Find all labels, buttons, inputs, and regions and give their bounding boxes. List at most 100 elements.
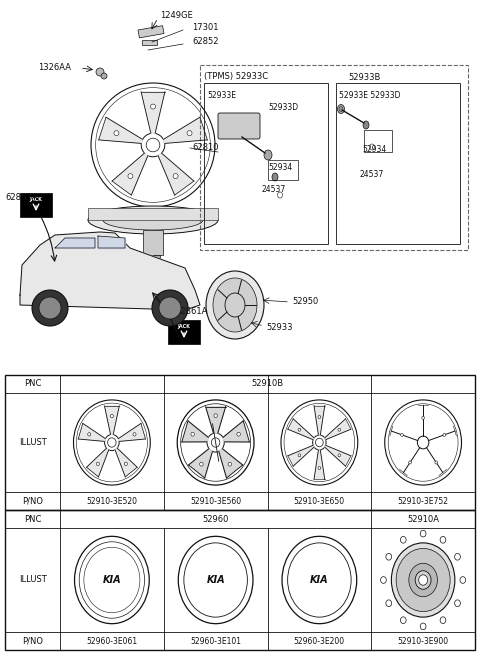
Ellipse shape bbox=[363, 121, 369, 129]
Polygon shape bbox=[219, 449, 243, 478]
Ellipse shape bbox=[103, 210, 203, 230]
Text: 52910-3E520: 52910-3E520 bbox=[86, 497, 137, 506]
Text: PNC: PNC bbox=[24, 380, 41, 388]
Ellipse shape bbox=[200, 462, 203, 466]
Ellipse shape bbox=[460, 577, 466, 583]
Text: 52910-3E752: 52910-3E752 bbox=[397, 497, 449, 506]
Ellipse shape bbox=[338, 428, 341, 431]
Text: 52960-3E101: 52960-3E101 bbox=[190, 636, 241, 646]
Bar bbox=[336, 83, 460, 244]
Polygon shape bbox=[118, 423, 145, 441]
Text: 1249GE: 1249GE bbox=[160, 12, 193, 20]
Polygon shape bbox=[314, 450, 325, 480]
Ellipse shape bbox=[96, 462, 99, 466]
Ellipse shape bbox=[318, 466, 321, 470]
Ellipse shape bbox=[264, 150, 272, 160]
Text: KIA: KIA bbox=[103, 575, 121, 585]
Text: 62852: 62852 bbox=[192, 37, 218, 47]
Text: KIA: KIA bbox=[206, 575, 225, 585]
Bar bbox=[20, 193, 52, 217]
Bar bbox=[204, 83, 328, 244]
Text: 52933E 52933D: 52933E 52933D bbox=[339, 91, 400, 100]
Text: PNC: PNC bbox=[24, 514, 41, 523]
Bar bbox=[142, 40, 157, 45]
Text: 24537: 24537 bbox=[262, 185, 286, 194]
Polygon shape bbox=[78, 423, 106, 441]
Ellipse shape bbox=[114, 131, 119, 136]
Ellipse shape bbox=[401, 434, 403, 436]
Bar bbox=[5, 375, 475, 510]
Ellipse shape bbox=[381, 577, 386, 583]
Polygon shape bbox=[99, 117, 143, 144]
Bar bbox=[200, 65, 468, 250]
Ellipse shape bbox=[298, 428, 301, 431]
Text: 62861A: 62861A bbox=[175, 308, 207, 316]
Ellipse shape bbox=[213, 278, 257, 332]
Text: 52910-3E650: 52910-3E650 bbox=[294, 497, 345, 506]
Text: 52910-3E900: 52910-3E900 bbox=[397, 636, 449, 646]
Text: 52933D: 52933D bbox=[268, 103, 298, 112]
Text: 62810: 62810 bbox=[192, 144, 218, 152]
Ellipse shape bbox=[159, 297, 181, 319]
Text: 52934: 52934 bbox=[268, 163, 292, 172]
Ellipse shape bbox=[214, 414, 217, 418]
Text: 1326AA: 1326AA bbox=[38, 64, 71, 73]
Text: 24537: 24537 bbox=[359, 170, 383, 179]
Bar bbox=[138, 26, 164, 38]
Bar bbox=[268, 160, 298, 180]
Polygon shape bbox=[189, 449, 212, 478]
Ellipse shape bbox=[370, 144, 374, 150]
Text: 52960-3E061: 52960-3E061 bbox=[86, 636, 137, 646]
Ellipse shape bbox=[455, 600, 460, 607]
Ellipse shape bbox=[32, 290, 68, 326]
Text: 52934: 52934 bbox=[362, 145, 386, 154]
Bar bbox=[146, 255, 160, 265]
FancyBboxPatch shape bbox=[218, 113, 260, 139]
Text: 62861A: 62861A bbox=[5, 194, 37, 203]
Text: P/NO: P/NO bbox=[22, 497, 43, 506]
Ellipse shape bbox=[206, 271, 264, 339]
Ellipse shape bbox=[101, 73, 107, 79]
Ellipse shape bbox=[391, 543, 455, 617]
Polygon shape bbox=[98, 236, 125, 248]
Text: 52950: 52950 bbox=[292, 298, 318, 306]
Text: JACK: JACK bbox=[178, 324, 191, 329]
Ellipse shape bbox=[408, 461, 411, 464]
Polygon shape bbox=[288, 445, 314, 466]
Polygon shape bbox=[112, 153, 148, 195]
Text: KIA: KIA bbox=[310, 575, 329, 585]
Ellipse shape bbox=[420, 623, 426, 630]
Text: 52960: 52960 bbox=[203, 514, 229, 523]
Ellipse shape bbox=[173, 174, 178, 178]
Ellipse shape bbox=[39, 297, 61, 319]
Polygon shape bbox=[325, 419, 351, 440]
Ellipse shape bbox=[337, 104, 345, 113]
Ellipse shape bbox=[415, 571, 431, 589]
Ellipse shape bbox=[318, 415, 321, 419]
Ellipse shape bbox=[420, 530, 426, 537]
Ellipse shape bbox=[147, 259, 159, 271]
Polygon shape bbox=[141, 92, 165, 133]
Text: P/NO: P/NO bbox=[22, 636, 43, 646]
Ellipse shape bbox=[455, 554, 460, 560]
Bar bbox=[143, 230, 163, 255]
Polygon shape bbox=[163, 117, 207, 144]
Polygon shape bbox=[325, 445, 351, 466]
Bar bbox=[5, 510, 475, 650]
Polygon shape bbox=[20, 232, 200, 310]
Text: JACK: JACK bbox=[30, 197, 42, 202]
Text: (TPMS) 52933C: (TPMS) 52933C bbox=[204, 73, 268, 81]
Ellipse shape bbox=[386, 600, 392, 607]
Ellipse shape bbox=[386, 554, 392, 560]
Ellipse shape bbox=[339, 106, 343, 112]
Ellipse shape bbox=[88, 206, 218, 234]
Ellipse shape bbox=[440, 537, 446, 543]
Polygon shape bbox=[223, 421, 250, 442]
Polygon shape bbox=[314, 405, 325, 435]
Ellipse shape bbox=[277, 192, 283, 198]
Ellipse shape bbox=[396, 548, 450, 611]
Ellipse shape bbox=[272, 173, 278, 181]
Text: 52960-3E200: 52960-3E200 bbox=[294, 636, 345, 646]
Ellipse shape bbox=[133, 433, 136, 436]
Ellipse shape bbox=[187, 131, 192, 136]
